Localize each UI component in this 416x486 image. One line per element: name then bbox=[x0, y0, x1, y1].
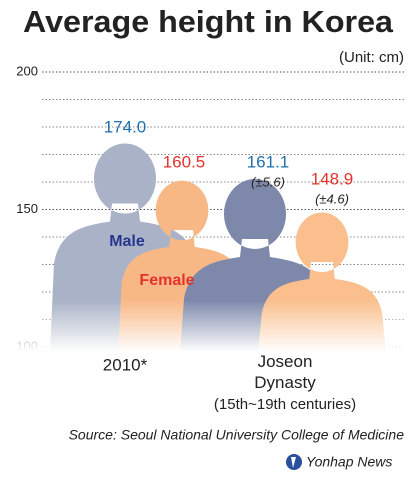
chart-title: Average height in Korea bbox=[23, 4, 394, 39]
x-tick-label: Joseon Dynasty bbox=[254, 352, 316, 392]
series-name: Male bbox=[109, 233, 145, 250]
labels: 174.0 160.5 161.1 (±5.6) 148.9 (±4.6) Male Fema… bbox=[103, 117, 356, 412]
category-note: (15th~19th centuries) bbox=[214, 396, 356, 413]
fade bbox=[0, 300, 416, 352]
credit: Yonhap News bbox=[306, 454, 392, 470]
value-label: 174.0 bbox=[104, 117, 147, 136]
source: Source: Seoul National University Colleg… bbox=[69, 427, 405, 443]
x-tick-label: 2010* bbox=[103, 355, 148, 374]
y-tick-label: 200 bbox=[16, 63, 38, 78]
unit-label: (Unit: cm) bbox=[339, 49, 404, 66]
y-tick-label: 150 bbox=[16, 201, 38, 216]
value-label: 161.1 bbox=[247, 152, 290, 171]
logo-mark bbox=[291, 457, 296, 468]
error-label: (±4.6) bbox=[315, 191, 349, 206]
error-label: (±5.6) bbox=[251, 174, 285, 189]
series-name: Female bbox=[139, 272, 194, 289]
value-label: 160.5 bbox=[163, 152, 206, 171]
value-label: 148.9 bbox=[311, 169, 354, 188]
